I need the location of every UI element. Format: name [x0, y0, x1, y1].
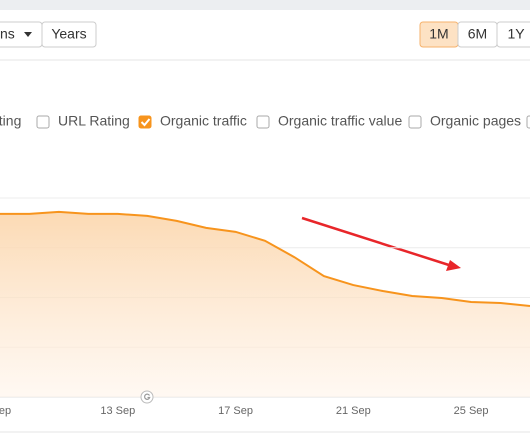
google-update-marker[interactable]: [140, 390, 154, 404]
checkbox[interactable]: [36, 115, 50, 129]
top-bar: [0, 0, 530, 10]
checkbox-label: URL Rating: [58, 113, 130, 129]
checkbox-label: Organic traffic value: [278, 113, 402, 129]
range-button[interactable]: [496, 21, 530, 48]
dropdown-caret: [24, 32, 32, 37]
x-tick-label: 21 Sep: [336, 405, 371, 417]
annotation-arrow: [301, 216, 453, 268]
years-label: Years: [51, 26, 86, 42]
x-tick-label: 17 Sep: [218, 405, 253, 417]
x-tick-label: 13 Sep: [100, 405, 135, 417]
checkbox[interactable]: [138, 115, 152, 129]
checkbox-label: Organic pages: [430, 113, 521, 129]
x-tick-label: ep: [0, 405, 11, 417]
checkmark: [140, 118, 151, 127]
checkbox-label: Organic traffic: [160, 113, 247, 129]
dropdown-label: ns: [0, 26, 15, 42]
range-label: 1Y: [507, 26, 525, 42]
range-label: 1M: [429, 26, 448, 42]
years-button[interactable]: [41, 21, 97, 48]
checkbox[interactable]: [526, 115, 530, 129]
area-fill: [0, 211, 530, 397]
google-icon: [144, 393, 151, 400]
area-line: [0, 210, 530, 307]
annotation-arrowhead: [446, 260, 461, 271]
x-tick-label: 25 Sep: [454, 405, 489, 417]
checkbox[interactable]: [408, 115, 422, 129]
checkbox[interactable]: [256, 115, 270, 129]
checkbox-label: ating: [0, 113, 21, 129]
range-label: 6M: [468, 26, 487, 42]
